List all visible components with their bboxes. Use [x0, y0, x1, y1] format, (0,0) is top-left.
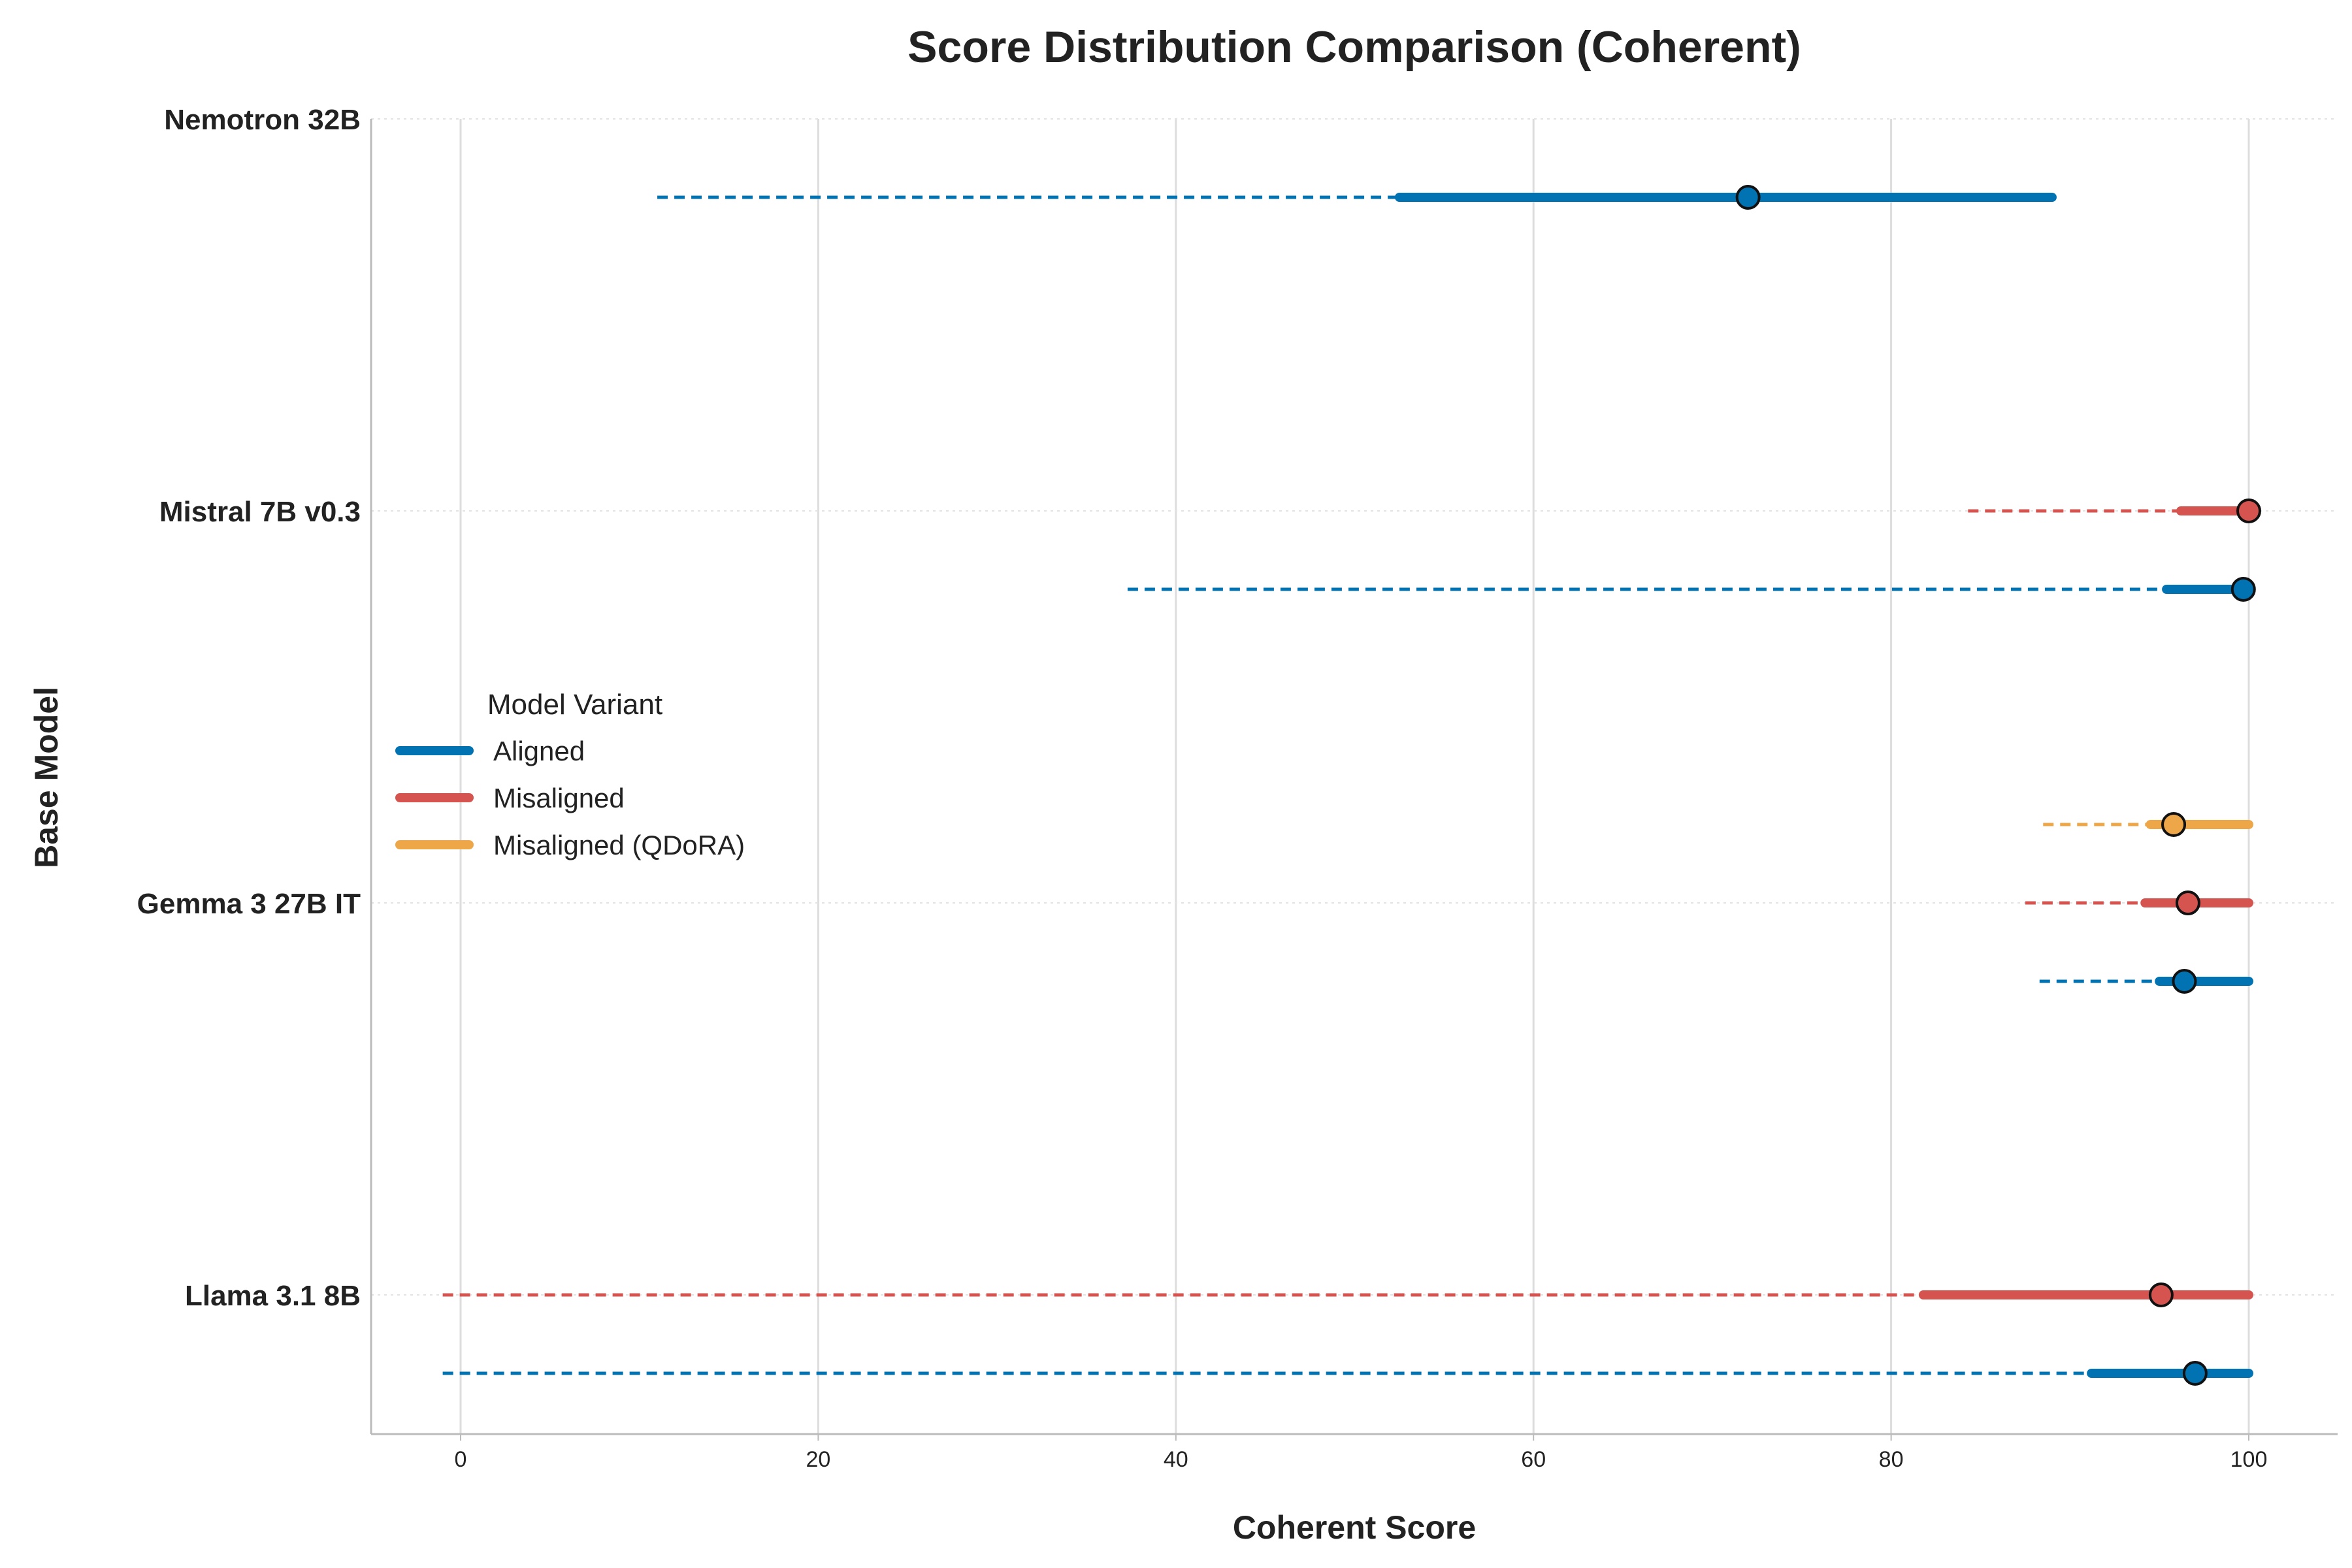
median-point-misaligned [2175, 890, 2200, 915]
x-tick-label: 80 [1879, 1447, 1904, 1472]
x-tick-label: 100 [2230, 1447, 2268, 1472]
median-point-misaligned [2148, 1282, 2174, 1307]
x-tick-label: 0 [455, 1447, 467, 1472]
median-point-aligned [2182, 1361, 2208, 1386]
chart-marks [442, 185, 2261, 1386]
axes [370, 119, 2338, 1435]
y-tick-labels: Nemotron 32B Mistral 7B v0.3 Gemma 3 27B I… [137, 104, 361, 1312]
x-axis-label: Coherent Score [1233, 1509, 1476, 1546]
x-tick-label: 40 [1164, 1447, 1188, 1472]
y-tick-label: Gemma 3 27B IT [137, 888, 361, 920]
y-tick-label: Llama 3.1 8B [185, 1280, 361, 1312]
grid [371, 118, 2338, 1434]
median-point-misaligned [2236, 498, 2261, 523]
median-point-aligned [2230, 577, 2256, 602]
legend-title: Model Variant [487, 689, 662, 721]
median-point-misaligned-qdora [2161, 812, 2187, 837]
y-tick-label: Nemotron 32B [164, 104, 361, 136]
legend-label-misaligned-qdora: Misaligned (QDoRA) [493, 830, 745, 860]
y-tick-label: Mistral 7B v0.3 [159, 496, 361, 528]
legend-label-aligned: Aligned [493, 736, 585, 766]
x-tick-labels: 0 20 40 60 80 100 [455, 1434, 2268, 1472]
y-axis-label: Base Model [28, 687, 65, 868]
x-tick-label: 60 [1521, 1447, 1546, 1472]
legend-label-misaligned: Misaligned [493, 783, 625, 813]
legend: Model Variant Aligned Misaligned Misalig… [395, 689, 745, 860]
x-tick-label: 20 [806, 1447, 830, 1472]
chart-title: Score Distribution Comparison (Coherent) [907, 22, 1801, 72]
median-point-aligned [1735, 185, 1761, 210]
median-point-aligned [2172, 969, 2197, 994]
